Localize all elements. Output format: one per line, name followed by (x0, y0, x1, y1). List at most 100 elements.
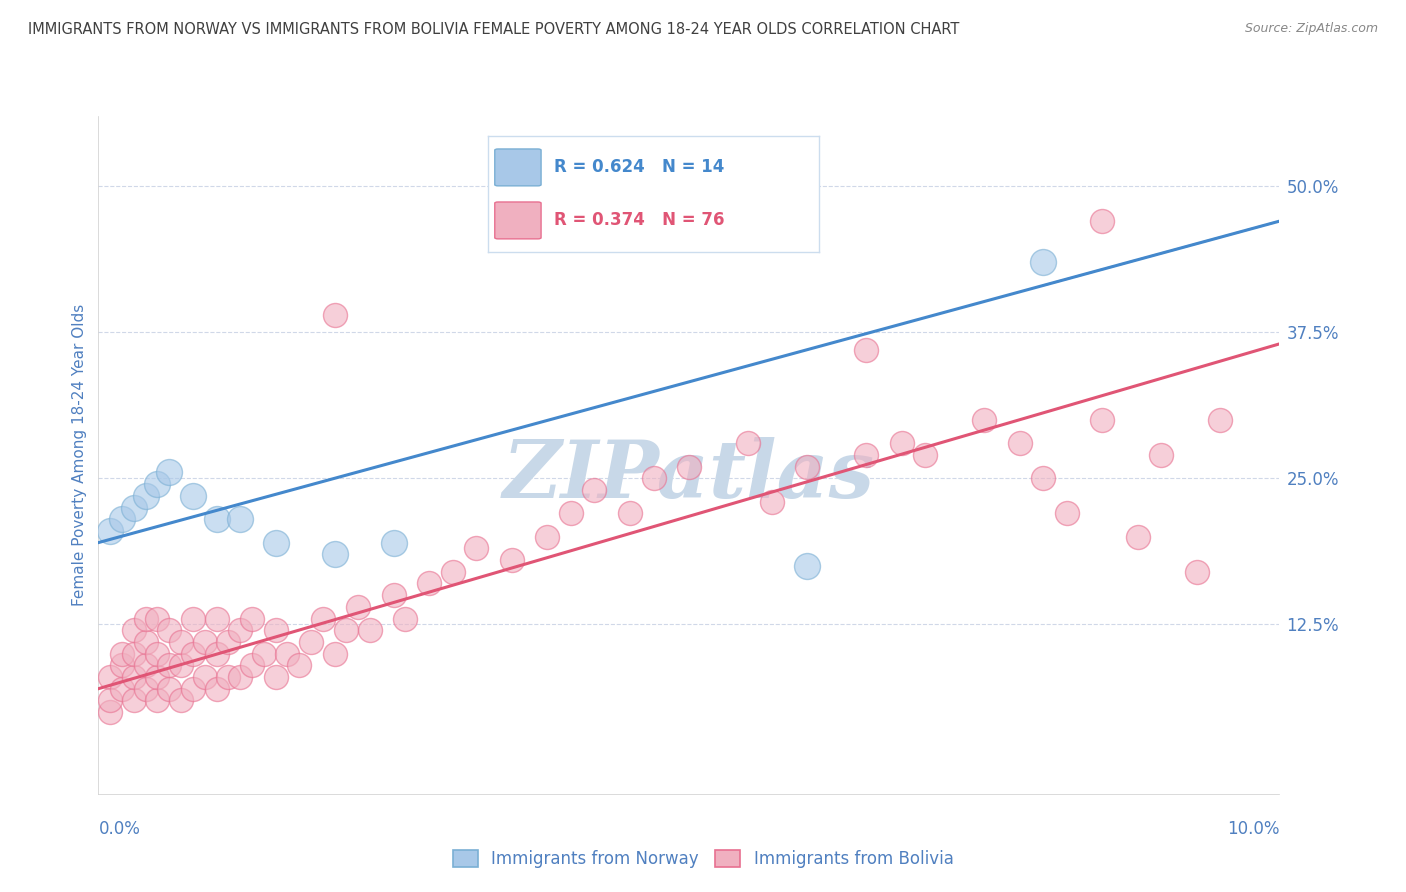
Point (1008, 436, 1031, 450)
Point (181, 489, 204, 503)
Point (264, 670, 287, 684)
Point (737, 436, 759, 450)
Point (205, 681, 228, 696)
Point (382, 535, 405, 549)
Point (276, 647, 298, 661)
Text: IMMIGRANTS FROM NORWAY VS IMMIGRANTS FROM BOLIVIA FEMALE POVERTY AMONG 18-24 YEA: IMMIGRANTS FROM NORWAY VS IMMIGRANTS FRO… (28, 22, 959, 37)
Point (761, 494, 783, 508)
Point (194, 635, 217, 649)
Text: 10.0%: 10.0% (1227, 820, 1279, 838)
Point (217, 670, 239, 684)
Point (382, 588, 405, 602)
Text: ZIPatlas: ZIPatlas (503, 436, 875, 514)
Point (643, 471, 665, 485)
Point (1091, 214, 1114, 228)
Point (299, 635, 322, 649)
Point (312, 611, 335, 625)
Point (217, 635, 239, 649)
Point (240, 611, 263, 625)
Point (122, 670, 145, 684)
Point (465, 541, 488, 556)
Point (1126, 530, 1149, 544)
Point (170, 635, 193, 649)
Point (157, 624, 180, 638)
Point (98, 693, 121, 707)
Point (914, 448, 936, 462)
Point (323, 547, 346, 561)
Point (229, 624, 252, 638)
Point (135, 635, 157, 649)
Point (146, 611, 169, 625)
Point (146, 670, 169, 684)
Point (122, 500, 145, 515)
Point (347, 599, 370, 614)
Point (536, 530, 558, 544)
Point (111, 658, 134, 673)
Point (264, 535, 287, 549)
Point (229, 670, 252, 684)
Point (135, 611, 157, 625)
Point (98, 524, 121, 538)
Point (122, 624, 145, 638)
Point (796, 558, 818, 573)
Point (205, 512, 228, 526)
Point (146, 693, 169, 707)
Point (146, 477, 169, 491)
Point (122, 647, 145, 661)
Point (1185, 565, 1208, 579)
Point (560, 507, 582, 521)
Point (359, 624, 381, 638)
Point (264, 624, 287, 638)
Point (98, 705, 121, 719)
Point (111, 681, 134, 696)
Y-axis label: Female Poverty Among 18-24 Year Olds: Female Poverty Among 18-24 Year Olds (72, 304, 87, 606)
Text: 0.0%: 0.0% (98, 820, 141, 838)
Point (619, 507, 641, 521)
Point (98, 670, 121, 684)
Point (253, 647, 276, 661)
Point (890, 436, 912, 450)
Point (1091, 413, 1114, 427)
Point (583, 483, 606, 497)
Point (1032, 255, 1054, 269)
Point (135, 658, 157, 673)
Point (181, 647, 204, 661)
Point (418, 576, 440, 591)
Point (323, 308, 346, 322)
Point (229, 512, 252, 526)
Point (323, 647, 346, 661)
Point (181, 681, 204, 696)
Point (157, 466, 180, 480)
Point (240, 658, 263, 673)
Legend: Immigrants from Norway, Immigrants from Bolivia: Immigrants from Norway, Immigrants from … (446, 843, 960, 875)
Point (111, 512, 134, 526)
Point (1150, 448, 1173, 462)
Point (678, 459, 700, 474)
Point (394, 611, 416, 625)
Point (170, 658, 193, 673)
Point (181, 611, 204, 625)
Text: Source: ZipAtlas.com: Source: ZipAtlas.com (1244, 22, 1378, 36)
Point (1056, 507, 1078, 521)
Point (157, 658, 180, 673)
Point (205, 647, 228, 661)
Point (194, 670, 217, 684)
Point (973, 413, 995, 427)
Point (1032, 471, 1054, 485)
Point (146, 647, 169, 661)
Point (1209, 413, 1232, 427)
Point (111, 647, 134, 661)
Point (288, 658, 311, 673)
Point (157, 681, 180, 696)
Point (135, 681, 157, 696)
Point (170, 693, 193, 707)
Point (122, 693, 145, 707)
Point (441, 565, 464, 579)
Point (855, 448, 877, 462)
Point (796, 459, 818, 474)
Point (205, 611, 228, 625)
Point (135, 489, 157, 503)
Point (855, 343, 877, 357)
Point (501, 553, 523, 567)
Point (335, 624, 357, 638)
